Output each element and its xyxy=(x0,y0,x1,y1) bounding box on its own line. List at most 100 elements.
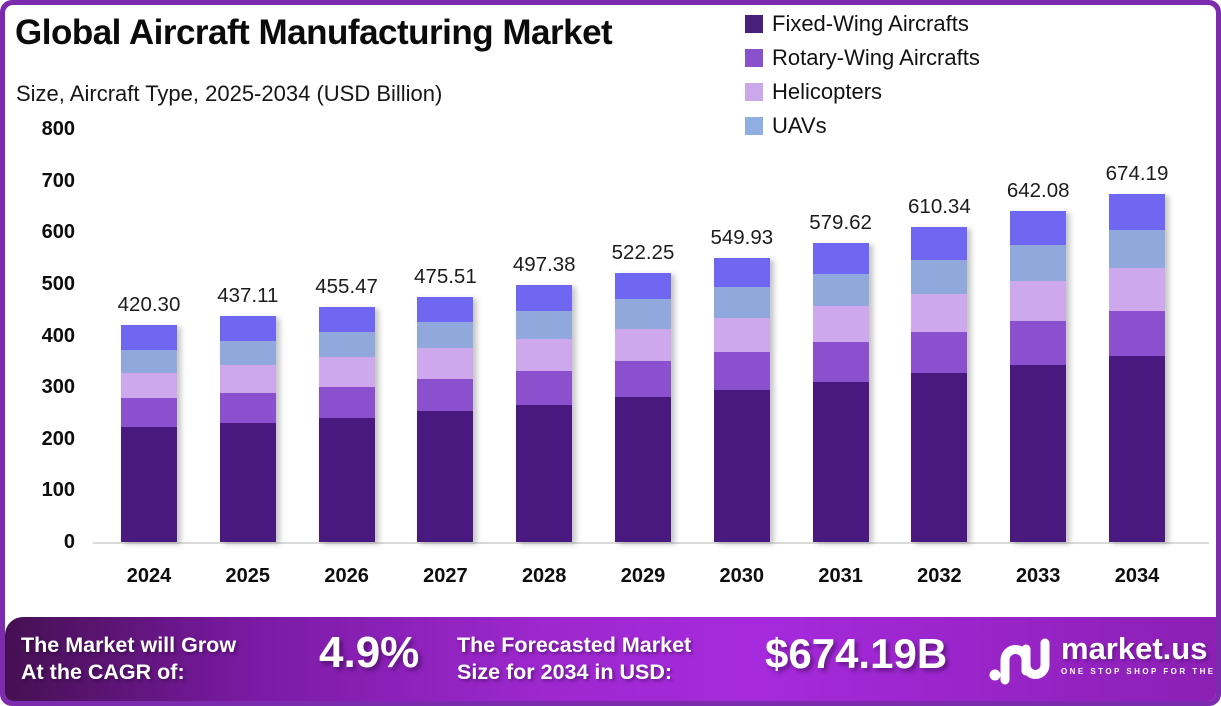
x-tick-label-2032: 2032 xyxy=(917,565,962,587)
bar-2028 xyxy=(516,285,573,542)
x-tick-label-2030: 2030 xyxy=(719,565,765,587)
bar-2029-segment-3 xyxy=(615,328,671,362)
legend-label: Fixed-Wing Aircrafts xyxy=(772,11,969,36)
market-us-logo-tagline: ONE STOP SHOP FOR THE REPORTS xyxy=(1061,667,1216,676)
x-tick-label-2025: 2025 xyxy=(225,565,271,587)
bar-2026-segment-5 xyxy=(318,306,375,333)
bar-2030-segment-3 xyxy=(713,318,770,353)
bar-2034-segment-3 xyxy=(1109,267,1165,311)
market-us-logo-icon xyxy=(989,638,1050,685)
bar-2034-segment-2 xyxy=(1109,310,1165,357)
legend-row-2: Rotary-Wing Aircrafts xyxy=(745,45,980,71)
legend-swatch-icon xyxy=(745,83,763,101)
y-tick-label-300: 300 xyxy=(41,376,75,399)
y-tick-label-200: 200 xyxy=(41,427,75,450)
bar-value-label-2024: 420.30 xyxy=(117,293,181,317)
x-tick-label-2028: 2028 xyxy=(521,565,567,587)
bar-2032-segment-4 xyxy=(911,259,968,294)
x-axis-baseline xyxy=(93,542,1209,544)
market-us-logo-textblock: market.us ONE STOP SHOP FOR THE REPORTS xyxy=(1061,633,1216,676)
bar-2026-segment-1 xyxy=(318,417,375,542)
legend-swatch-icon xyxy=(745,49,763,67)
bar-2031 xyxy=(812,242,869,542)
bar-2027 xyxy=(417,296,474,542)
bar-2032-segment-5 xyxy=(911,227,968,260)
bar-2031-segment-3 xyxy=(812,306,869,343)
bar-2030-segment-2 xyxy=(713,352,770,391)
bar-2031-segment-5 xyxy=(812,242,869,274)
bar-value-label-2033: 642.08 xyxy=(1006,178,1070,202)
chart-legend: Fixed-Wing Aircrafts Rotary-Wing Aircraft… xyxy=(745,11,980,139)
bar-2027-segment-4 xyxy=(417,322,474,349)
bar-2032-segment-3 xyxy=(911,293,968,333)
bar-2026-segment-2 xyxy=(318,386,375,418)
bar-2032 xyxy=(911,227,968,542)
y-tick-label-700: 700 xyxy=(41,169,75,192)
legend-row-1: Fixed-Wing Aircrafts xyxy=(745,11,980,37)
bar-2028-segment-4 xyxy=(516,311,573,340)
y-tick-label-800: 800 xyxy=(41,118,75,141)
bar-value-label-2030: 549.93 xyxy=(710,226,774,250)
bar-2024-segment-2 xyxy=(121,397,177,428)
bar-2025-segment-3 xyxy=(219,365,276,393)
x-tick-label-2027: 2027 xyxy=(423,565,468,587)
bar-2028-segment-2 xyxy=(516,370,573,406)
bar-2028-segment-3 xyxy=(516,339,573,371)
bar-2030-segment-4 xyxy=(713,286,770,319)
bar-2026-segment-3 xyxy=(318,357,375,387)
bar-2031-segment-2 xyxy=(812,342,869,382)
bottom-banner: The Market will Grow At the CAGR of: 4.9… xyxy=(5,617,1216,701)
bar-2030-segment-5 xyxy=(713,258,770,287)
bar-2025-segment-1 xyxy=(219,422,276,542)
x-tick-label-2034: 2034 xyxy=(1114,565,1160,587)
bar-2025-segment-2 xyxy=(219,392,276,423)
bar-2027-segment-3 xyxy=(417,348,474,379)
bar-2027-segment-2 xyxy=(417,378,474,412)
x-tick-label-2033: 2033 xyxy=(1015,565,1061,587)
bar-2030-segment-1 xyxy=(713,390,770,542)
y-tick-label-500: 500 xyxy=(41,273,75,295)
bar-2030 xyxy=(713,258,770,542)
bar-value-label-2034: 674.19 xyxy=(1105,162,1169,186)
bar-2033 xyxy=(1010,210,1067,542)
legend-label: Rotary-Wing Aircrafts xyxy=(772,45,980,70)
bar-2024-segment-3 xyxy=(121,372,177,398)
bar-2033-segment-1 xyxy=(1010,364,1067,542)
bar-2028-segment-5 xyxy=(516,285,573,312)
bar-2025-segment-5 xyxy=(219,316,276,342)
bar-2029-segment-4 xyxy=(615,298,671,329)
page-title: Global Aircraft Manufacturing Market xyxy=(15,13,613,52)
bar-2029 xyxy=(615,272,671,542)
legend-row-4: UAVs xyxy=(745,113,980,139)
bar-value-label-2031: 579.62 xyxy=(809,210,872,234)
bar-2024-segment-4 xyxy=(121,349,177,373)
x-tick-label-2031: 2031 xyxy=(818,565,863,587)
forecast-value: $674.19B xyxy=(765,630,948,677)
bar-2025-segment-4 xyxy=(219,341,276,366)
cagr-label-line2: At the CAGR of: xyxy=(21,659,185,684)
bar-value-label-2025: 437.11 xyxy=(217,284,279,308)
bar-value-label-2028: 497.38 xyxy=(512,253,576,277)
legend-row-3: Helicopters xyxy=(745,79,980,105)
bar-2028-segment-1 xyxy=(516,405,573,542)
bar-2026-segment-4 xyxy=(318,332,375,358)
legend-swatch-icon xyxy=(745,15,763,33)
legend-label: UAVs xyxy=(772,113,827,138)
bar-value-label-2032: 610.34 xyxy=(908,195,971,219)
bar-2031-segment-1 xyxy=(812,381,869,542)
bar-2024-segment-1 xyxy=(121,427,177,542)
bar-2032-segment-1 xyxy=(911,373,968,542)
x-tick-label-2024: 2024 xyxy=(126,565,172,587)
bar-value-label-2027: 475.51 xyxy=(414,264,477,288)
bar-2025 xyxy=(219,316,276,542)
bar-2034-segment-1 xyxy=(1109,356,1165,542)
bar-2033-segment-3 xyxy=(1010,280,1067,322)
bar-2033-segment-4 xyxy=(1010,244,1067,281)
bar-2029-segment-1 xyxy=(615,397,671,542)
legend-label: Helicopters xyxy=(772,79,883,104)
bar-2034-segment-4 xyxy=(1109,229,1165,268)
infographic-canvas: Global Aircraft Manufacturing Market Siz… xyxy=(5,5,1216,701)
cagr-value: 4.9% xyxy=(319,628,420,677)
plot-area: 0 100 200 300 400 500 600 700 800 420.30 2024 437.1… xyxy=(5,5,1216,701)
x-tick-label-2026: 2026 xyxy=(324,565,369,587)
